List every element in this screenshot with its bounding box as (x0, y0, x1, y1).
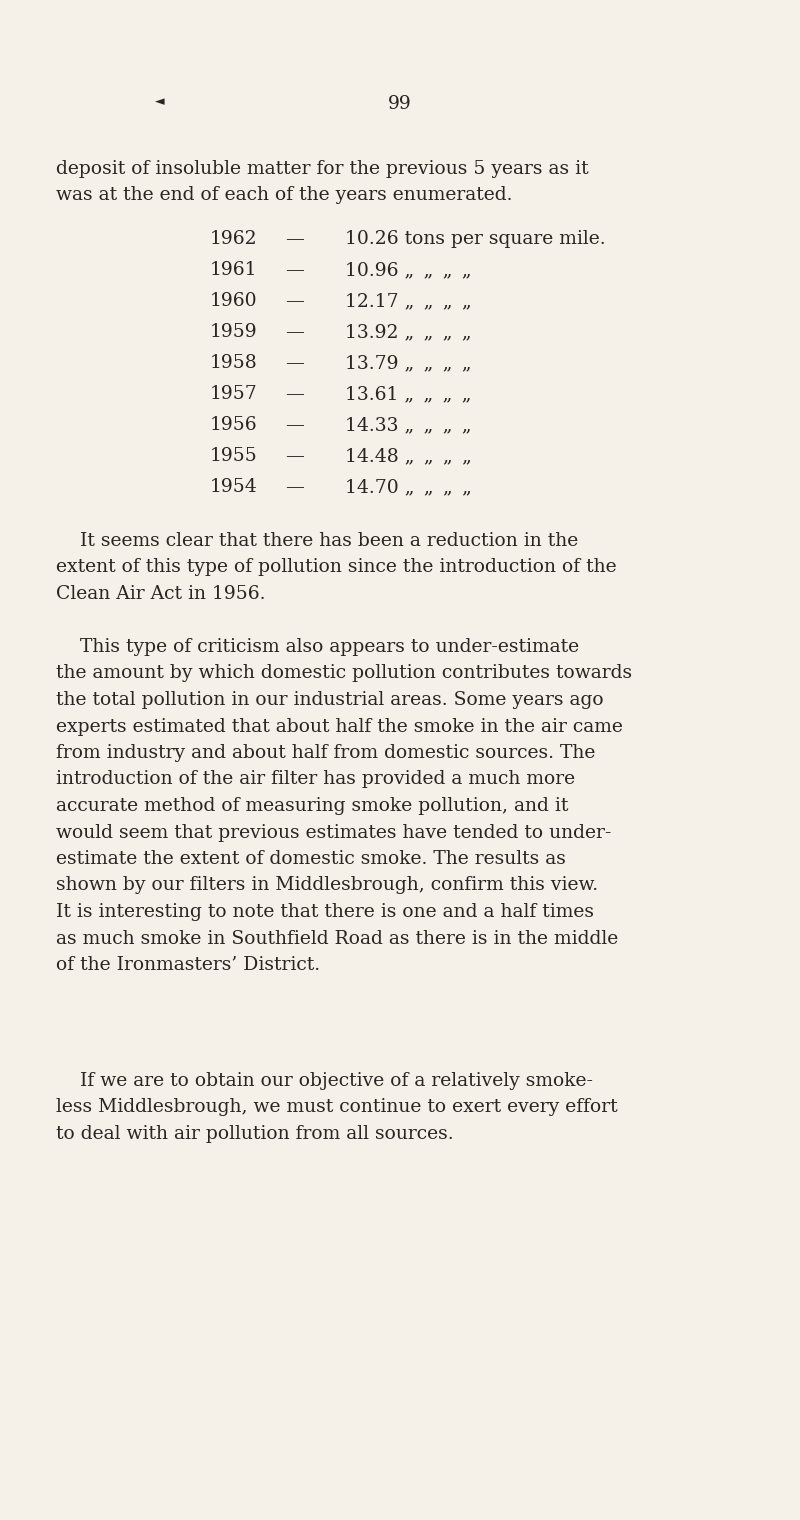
Text: introduction of the air filter has provided a much more: introduction of the air filter has provi… (56, 771, 575, 789)
Text: shown by our filters in Middlesbrough, confirm this view.: shown by our filters in Middlesbrough, c… (56, 877, 598, 894)
Text: experts estimated that about half the smoke in the air came: experts estimated that about half the sm… (56, 717, 623, 736)
Text: was at the end of each of the years enumerated.: was at the end of each of the years enum… (56, 187, 513, 205)
Text: to deal with air pollution from all sources.: to deal with air pollution from all sour… (56, 1125, 454, 1143)
Text: 10.26 tons per square mile.: 10.26 tons per square mile. (345, 230, 606, 248)
Text: ◄: ◄ (155, 94, 165, 108)
Text: deposit of insoluble matter for the previous 5 years as it: deposit of insoluble matter for the prev… (56, 160, 589, 178)
Text: less Middlesbrough, we must continue to exert every effort: less Middlesbrough, we must continue to … (56, 1099, 618, 1117)
Text: would seem that previous estimates have tended to under-: would seem that previous estimates have … (56, 824, 611, 842)
Text: It is interesting to note that there is one and a half times: It is interesting to note that there is … (56, 903, 594, 921)
Text: 1959: 1959 (210, 324, 258, 340)
Text: —: — (286, 261, 305, 280)
Text: 1962: 1962 (210, 230, 258, 248)
Text: 10.96 „ „ „ „: 10.96 „ „ „ „ (345, 261, 472, 280)
Text: 12.17 „ „ „ „: 12.17 „ „ „ „ (345, 292, 472, 310)
Text: 13.79 „ „ „ „: 13.79 „ „ „ „ (345, 354, 472, 372)
Text: 1954: 1954 (210, 477, 258, 496)
Text: 1961: 1961 (210, 261, 258, 280)
Text: —: — (286, 447, 305, 465)
Text: It seems clear that there has been a reduction in the: It seems clear that there has been a red… (56, 532, 578, 550)
Text: 1960: 1960 (210, 292, 258, 310)
Text: accurate method of measuring smoke pollution, and it: accurate method of measuring smoke pollu… (56, 796, 568, 815)
Text: 99: 99 (388, 94, 412, 112)
Text: If we are to obtain our objective of a relatively smoke-: If we are to obtain our objective of a r… (56, 1072, 593, 1090)
Text: as much smoke in Southfield Road as there is in the middle: as much smoke in Southfield Road as ther… (56, 930, 618, 947)
Text: of the Ironmasters’ District.: of the Ironmasters’ District. (56, 956, 320, 974)
Text: —: — (286, 230, 305, 248)
Text: 14.70 „ „ „ „: 14.70 „ „ „ „ (345, 477, 472, 496)
Text: —: — (286, 324, 305, 340)
Text: —: — (286, 292, 305, 310)
Text: estimate the extent of domestic smoke. The results as: estimate the extent of domestic smoke. T… (56, 850, 566, 868)
Text: —: — (286, 477, 305, 496)
Text: —: — (286, 385, 305, 403)
Text: 13.61 „ „ „ „: 13.61 „ „ „ „ (345, 385, 471, 403)
Text: 1958: 1958 (210, 354, 258, 372)
Text: 1957: 1957 (210, 385, 258, 403)
Text: 14.48 „ „ „ „: 14.48 „ „ „ „ (345, 447, 472, 465)
Text: —: — (286, 354, 305, 372)
Text: This type of criticism also appears to under-estimate: This type of criticism also appears to u… (56, 638, 579, 657)
Text: the amount by which domestic pollution contributes towards: the amount by which domestic pollution c… (56, 664, 632, 682)
Text: 1955: 1955 (210, 447, 258, 465)
Text: the total pollution in our industrial areas. Some years ago: the total pollution in our industrial ar… (56, 692, 604, 708)
Text: 14.33 „ „ „ „: 14.33 „ „ „ „ (345, 416, 472, 435)
Text: 13.92 „ „ „ „: 13.92 „ „ „ „ (345, 324, 472, 340)
Text: 1956: 1956 (210, 416, 258, 435)
Text: —: — (286, 416, 305, 435)
Text: Clean Air Act in 1956.: Clean Air Act in 1956. (56, 585, 266, 603)
Text: from industry and about half from domestic sources. The: from industry and about half from domest… (56, 743, 595, 762)
Text: extent of this type of pollution since the introduction of the: extent of this type of pollution since t… (56, 558, 617, 576)
